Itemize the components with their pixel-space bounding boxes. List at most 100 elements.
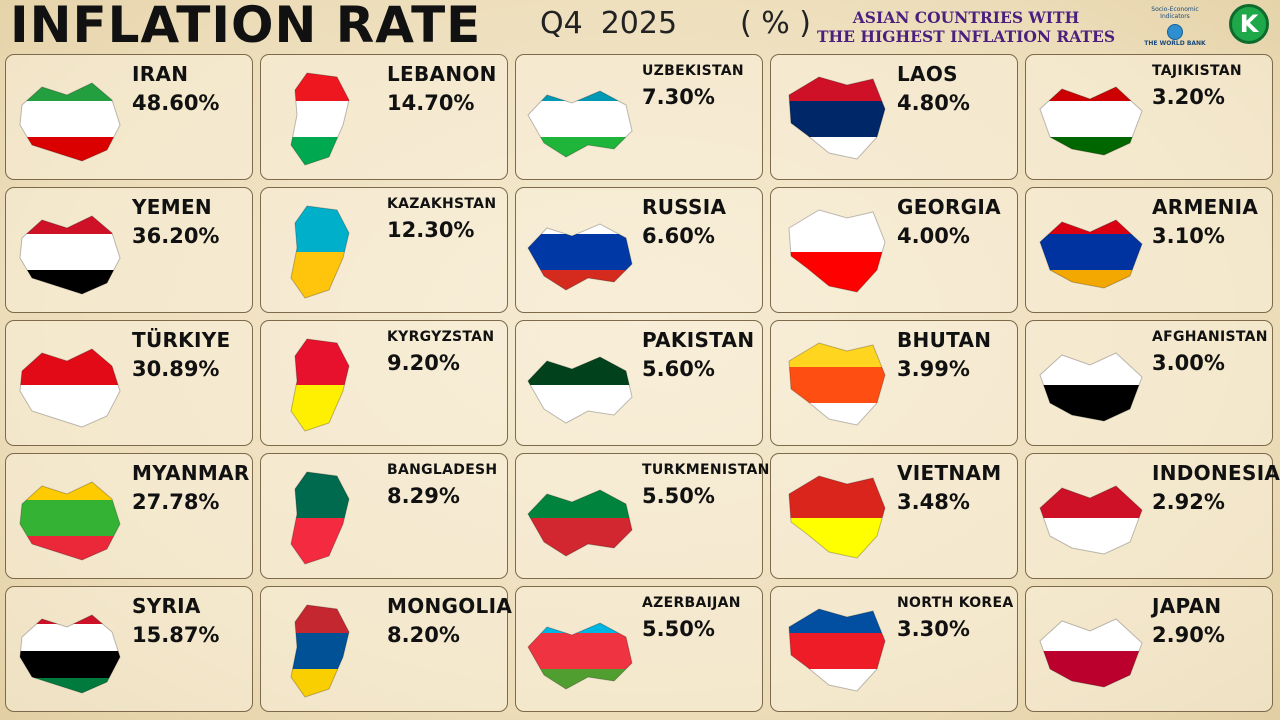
flag-stripe	[291, 385, 349, 431]
flag-stripe	[528, 270, 632, 290]
country-card: NORTH KOREA 3.30%	[770, 586, 1018, 712]
country-name: MONGOLIA	[387, 594, 513, 618]
map-outline	[788, 608, 886, 692]
flag-stripe	[789, 476, 885, 519]
country-card: TURKMENISTAN 5.50%	[515, 453, 770, 579]
country-name: ARMENIA	[1152, 195, 1259, 219]
country-map-icon	[1039, 485, 1143, 555]
flag-stripe	[789, 210, 885, 253]
country-map-icon	[527, 622, 633, 690]
year-label: 2025	[600, 6, 678, 41]
inflation-value: 30.89%	[132, 357, 220, 381]
channel-logo: K	[1229, 4, 1269, 44]
subtitle-line-1: ASIAN COUNTRIES WITH	[852, 8, 1080, 27]
inflation-value: 2.90%	[1152, 623, 1225, 647]
country-map-icon	[290, 471, 350, 565]
map-outline	[19, 82, 121, 162]
flag-stripe	[528, 234, 632, 271]
country-name: NORTH KOREA	[897, 595, 1014, 611]
country-map-icon	[1039, 86, 1143, 156]
flag-stripe	[20, 615, 120, 625]
flag-stripe	[528, 518, 632, 556]
country-name: KYRGYZSTAN	[387, 329, 495, 345]
quarter-label: Q4	[540, 6, 583, 41]
inflation-value: 3.00%	[1152, 351, 1225, 375]
country-map-icon	[527, 90, 633, 158]
inflation-value: 8.29%	[387, 484, 460, 508]
country-card: YEMEN 36.20%	[5, 187, 253, 313]
map-outline	[19, 348, 121, 428]
country-card: RUSSIA 6.60%	[515, 187, 763, 313]
country-card: MONGOLIA 8.20%	[260, 586, 513, 712]
source-line-3: THE WORLD BANK	[1144, 40, 1206, 47]
flag-stripe	[1040, 87, 1142, 102]
flag-stripe	[20, 536, 120, 560]
inflation-value: 27.78%	[132, 490, 220, 514]
country-card: LEBANON 14.70%	[260, 54, 508, 180]
flag-stripe	[1040, 101, 1142, 138]
map-outline	[788, 475, 886, 559]
flag-stripe	[20, 385, 120, 427]
flag-stripe	[1040, 270, 1142, 288]
flag-stripe	[528, 101, 632, 138]
country-card: BANGLADESH 8.29%	[260, 453, 508, 579]
flag-stripe	[1040, 220, 1142, 235]
flag-stripe	[291, 137, 349, 165]
country-name: TURKMENISTAN	[642, 462, 770, 478]
country-card: AZERBAIJAN 5.50%	[515, 586, 763, 712]
map-outline	[788, 209, 886, 293]
flag-stripe	[528, 669, 632, 689]
flag-stripe	[291, 518, 349, 564]
flag-stripe	[789, 77, 885, 102]
country-card: SYRIA 15.87%	[5, 586, 253, 712]
inflation-value: 3.99%	[897, 357, 970, 381]
country-card: AFGHANISTAN 3.00%	[1025, 320, 1273, 446]
flag-stripe	[291, 472, 349, 519]
country-map-icon	[19, 614, 121, 694]
country-card: ARMENIA 3.10%	[1025, 187, 1273, 313]
inflation-value: 6.60%	[642, 224, 715, 248]
country-name: AFGHANISTAN	[1152, 329, 1268, 345]
country-map-icon	[1039, 618, 1143, 688]
country-card: TÜRKIYE 30.89%	[5, 320, 253, 446]
country-name: LEBANON	[387, 62, 497, 86]
country-name: KAZAKHSTAN	[387, 196, 497, 212]
inflation-value: 7.30%	[642, 85, 715, 109]
flag-stripe	[20, 216, 120, 235]
header: INFLATION RATE Q4 2025 ( % ) ASIAN COUNTR…	[0, 0, 1280, 54]
country-map-icon	[290, 205, 350, 299]
country-map-icon	[19, 481, 121, 561]
map-outline	[1039, 352, 1143, 422]
flag-stripe	[20, 83, 120, 102]
country-name: BANGLADESH	[387, 462, 498, 478]
country-map-icon	[290, 72, 350, 166]
flag-stripe	[291, 101, 349, 138]
country-name: UZBEKISTAN	[642, 63, 744, 79]
inflation-value: 4.80%	[897, 91, 970, 115]
country-card: KAZAKHSTAN 12.30%	[260, 187, 508, 313]
country-map-icon	[788, 209, 886, 293]
country-map-icon	[788, 76, 886, 160]
inflation-value: 48.60%	[132, 91, 220, 115]
inflation-value: 9.20%	[387, 351, 460, 375]
flag-stripe	[20, 678, 120, 693]
country-grid: IRAN 48.60% LEBANON 14.70% UZBEKISTAN 7.30% LA…	[5, 54, 1280, 718]
country-name: LAOS	[897, 62, 958, 86]
country-name: SYRIA	[132, 594, 201, 618]
map-outline	[527, 489, 633, 557]
flag-stripe	[528, 137, 632, 157]
country-card: KYRGYZSTAN 9.20%	[260, 320, 508, 446]
flag-stripe	[1040, 385, 1142, 421]
page-title: INFLATION RATE	[10, 0, 482, 54]
flag-stripe	[528, 224, 632, 235]
flag-stripe	[20, 101, 120, 138]
flag-stripe	[528, 91, 632, 102]
country-card: TAJIKISTAN 3.20%	[1025, 54, 1273, 180]
inflation-value: 3.20%	[1152, 85, 1225, 109]
country-name: RUSSIA	[642, 195, 727, 219]
country-map-icon	[788, 475, 886, 559]
inflation-value: 3.10%	[1152, 224, 1225, 248]
flag-stripe	[789, 252, 885, 292]
country-name: MYANMAR	[132, 461, 250, 485]
map-outline	[290, 604, 350, 698]
